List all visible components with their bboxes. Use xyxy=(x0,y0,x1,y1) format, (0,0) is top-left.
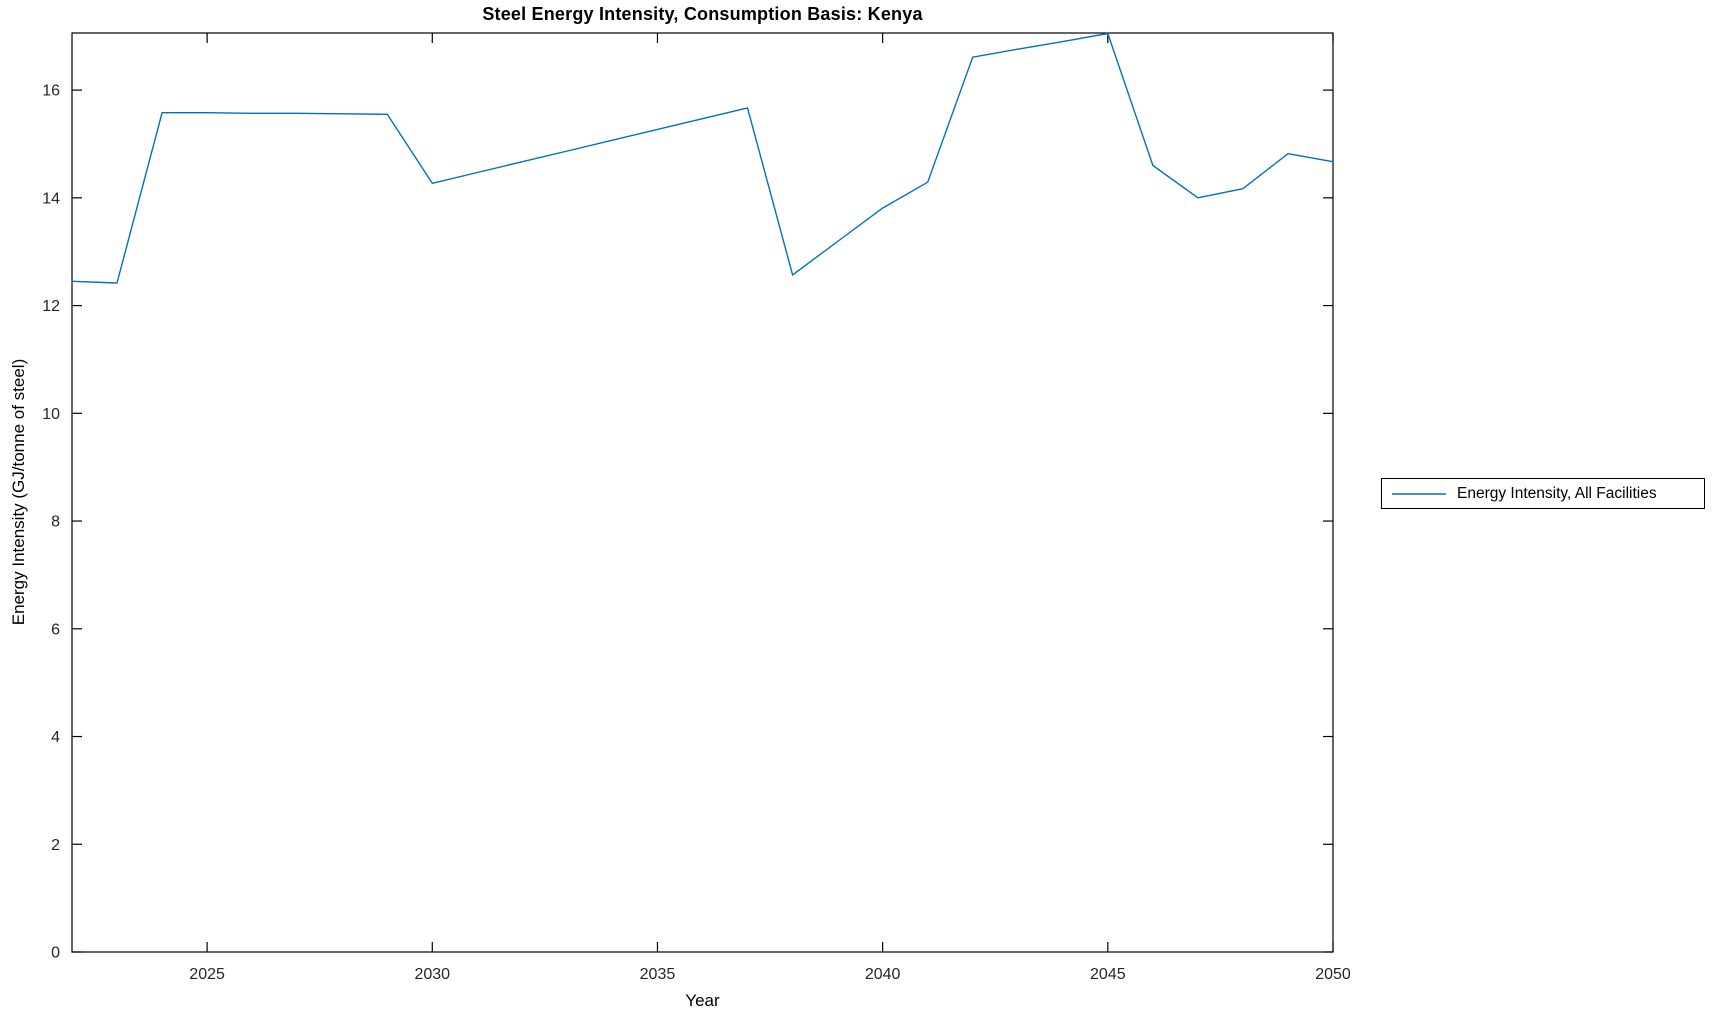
x-tick-label: 2025 xyxy=(189,966,225,983)
chart-title: Steel Energy Intensity, Consumption Basi… xyxy=(482,4,923,24)
x-tick-label: 2050 xyxy=(1315,966,1351,983)
x-tick-label: 2035 xyxy=(640,966,676,983)
axes-box xyxy=(71,32,1334,953)
x-tick-label: 2045 xyxy=(1090,966,1126,983)
y-tick-label: 2 xyxy=(51,837,60,854)
y-axis-label: Energy Intensity (GJ/tonne of steel) xyxy=(9,358,28,626)
x-tick-label: 2030 xyxy=(414,966,450,983)
y-tick-label: 6 xyxy=(51,621,60,638)
y-tick-label: 4 xyxy=(51,729,60,746)
data-line xyxy=(71,32,1334,284)
y-tick-label: 10 xyxy=(42,406,60,423)
y-tick-label: 12 xyxy=(42,298,60,315)
legend: Energy Intensity, All Facilities xyxy=(1381,478,1705,509)
x-tick-label: 2040 xyxy=(865,966,901,983)
legend-label: Energy Intensity, All Facilities xyxy=(1457,484,1657,502)
x-axis-label: Year xyxy=(685,991,720,1010)
y-tick-label: 14 xyxy=(42,190,60,207)
y-tick-label: 8 xyxy=(51,514,60,531)
y-tick-label: 0 xyxy=(51,945,60,962)
y-tick-label: 16 xyxy=(42,83,60,100)
legend-line-sample xyxy=(1392,492,1446,495)
